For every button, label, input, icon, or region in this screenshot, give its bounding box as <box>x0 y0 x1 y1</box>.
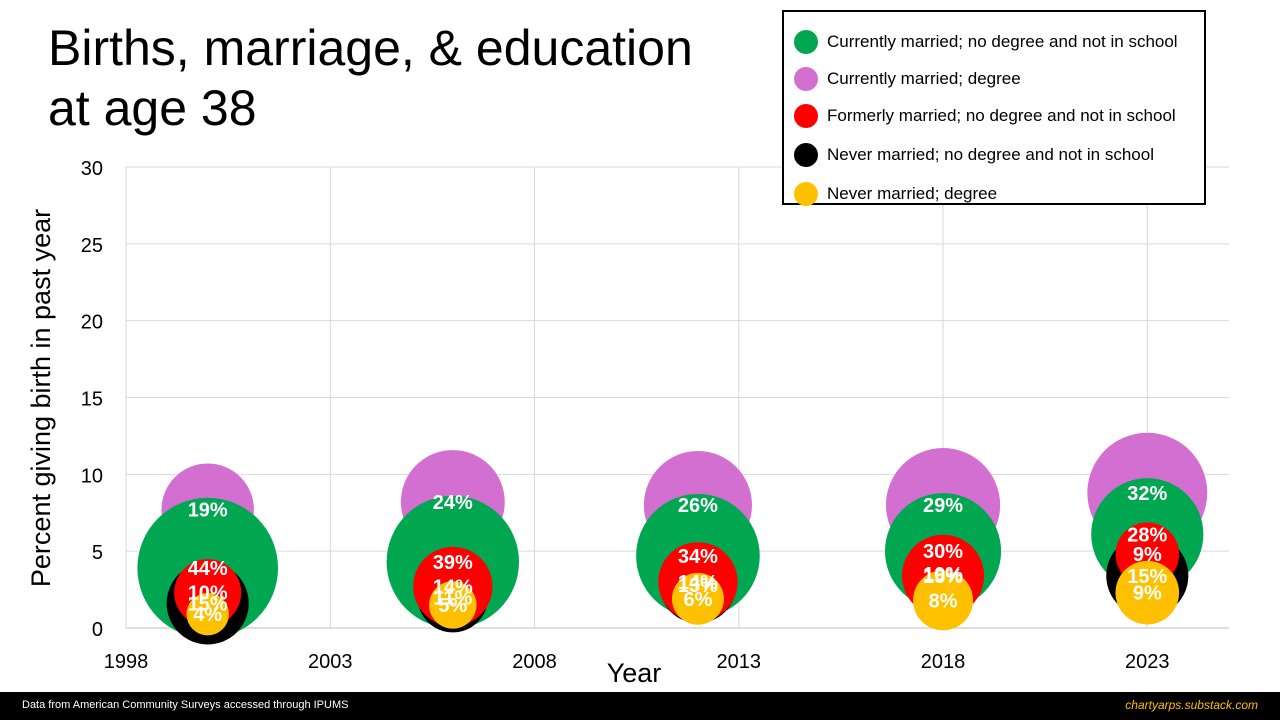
chart-title-line-2: at age 38 <box>48 80 257 136</box>
bubble-label: 15% <box>188 593 228 615</box>
bubble-label: 34% <box>678 546 718 568</box>
bubble-label: 19% <box>188 500 228 522</box>
legend-swatch-icon <box>794 67 818 91</box>
x-tick-label: 2003 <box>308 651 353 673</box>
legend-swatch-icon <box>794 104 818 128</box>
bubble-label: 4% <box>193 604 222 626</box>
bubble-label: 11% <box>433 587 472 609</box>
x-tick-label: 2008 <box>512 651 557 673</box>
legend-label: Formerly married; no degree and not in s… <box>827 106 1176 125</box>
legend-swatch-icon <box>794 30 818 54</box>
legend: Currently married; no degree and not in … <box>782 10 1206 207</box>
bubble-label: 10% <box>923 564 963 586</box>
legend-item: Currently married; degree <box>794 66 1021 92</box>
y-tick-label: 20 <box>81 312 103 334</box>
x-tick-label: 1998 <box>104 651 149 673</box>
chart-title-line-1: Births, marriage, & education <box>48 20 693 76</box>
y-tick-label: 0 <box>92 619 103 641</box>
y-tick-label: 10 <box>81 465 103 487</box>
legend-item: Never married; degree <box>794 181 997 207</box>
x-tick-label: 2018 <box>921 651 966 673</box>
legend-item: Currently married; no degree and not in … <box>794 29 1178 55</box>
bubble-label: 28% <box>1127 524 1167 546</box>
bubble-label: 15% <box>923 566 963 588</box>
bubble-label: 13% <box>678 575 718 597</box>
bubble <box>186 592 229 636</box>
y-axis-title: Percent giving birth in past year <box>26 209 56 587</box>
x-tick-label: 2013 <box>717 651 762 673</box>
bubble-label: 29% <box>923 495 963 517</box>
legend-label: Currently married; no degree and not in … <box>827 32 1178 51</box>
bubble <box>1115 560 1180 625</box>
legend-label: Never married; degree <box>827 184 998 203</box>
chart-title: Births, marriage, & education at age 38 <box>48 18 693 138</box>
bubble-label: 24% <box>433 492 473 514</box>
bubble-label: 10% <box>188 583 228 605</box>
footer-site-link[interactable]: chartyarps.substack.com <box>1125 698 1258 712</box>
x-axis-title: Year <box>607 658 662 688</box>
legend-label: Never married; no degree and not in scho… <box>827 145 1154 164</box>
axes: 0 5 10 15 20 25 30 1998 2003 2008 2013 2018 2023 <box>81 158 1229 673</box>
legend-label: Currently married; degree <box>827 69 1021 88</box>
bubbles <box>137 432 1208 645</box>
x-tick-label: 2023 <box>1125 651 1170 673</box>
bubble-label: 32% <box>1127 483 1167 505</box>
footer-source: Data from American Community Surveys acc… <box>22 699 349 711</box>
legend-swatch-icon <box>794 143 818 167</box>
legend-item: Never married; no degree and not in scho… <box>794 142 1154 168</box>
footer-bar: Data from American Community Surveys acc… <box>0 692 1280 720</box>
bubble-label: 5% <box>438 595 467 617</box>
y-tick-label: 15 <box>81 389 103 411</box>
bubble <box>671 572 724 625</box>
bubble-label: 30% <box>923 541 963 563</box>
y-tick-label: 30 <box>81 158 103 180</box>
bubble-label: 26% <box>678 495 718 517</box>
bubble <box>913 570 974 631</box>
bubble-label: 14% <box>678 572 718 594</box>
bubble-labels: 19% 24% 26% 29%32%44% 39% 34% 30%28%15% 11%13% 1… <box>188 483 1168 626</box>
y-tick-label: 5 <box>92 542 103 564</box>
bubble-label: 8% <box>929 590 958 612</box>
bubble-label: 6% <box>683 589 712 611</box>
bubble-label: 14% <box>433 577 473 599</box>
legend-swatch-icon <box>794 182 818 206</box>
bubble-label: 9% <box>1133 583 1162 605</box>
bubble-label: 39% <box>433 552 473 574</box>
y-tick-label: 25 <box>81 235 103 257</box>
legend-item: Formerly married; no degree and not in s… <box>794 103 1176 129</box>
bubble-label: 15% <box>1127 566 1167 588</box>
bubble-chart: 0 5 10 15 20 25 30 1998 2003 2008 2013 2018 2023 19%… <box>26 158 1229 688</box>
bubble <box>429 581 477 629</box>
bubble-label: 44% <box>188 558 228 580</box>
bubble-label: 9% <box>1133 544 1162 566</box>
